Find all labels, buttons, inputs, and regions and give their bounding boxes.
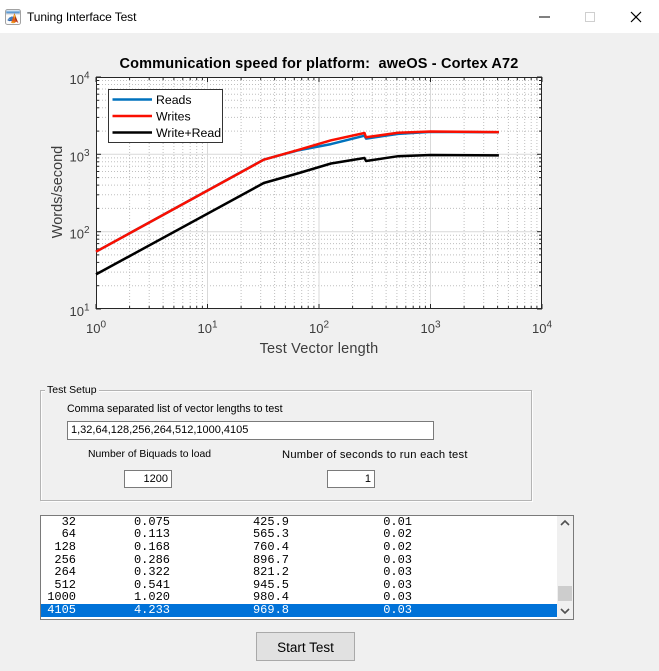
svg-text:103: 103 (420, 320, 440, 337)
svg-text:Reads: Reads (156, 93, 192, 107)
svg-text:103: 103 (69, 148, 89, 165)
svg-text:104: 104 (532, 320, 552, 337)
svg-text:101: 101 (69, 303, 89, 320)
svg-text:102: 102 (69, 225, 89, 242)
svg-text:Write+Read: Write+Read (156, 126, 221, 140)
svg-text:Writes: Writes (156, 110, 191, 124)
svg-text:102: 102 (309, 320, 329, 337)
svg-text:Communication speed for platfo: Communication speed for platform: aweOS … (120, 56, 519, 72)
svg-text:100: 100 (86, 320, 106, 337)
svg-text:101: 101 (197, 320, 217, 337)
svg-text:104: 104 (69, 71, 89, 88)
svg-text:Words/second: Words/second (50, 146, 66, 238)
svg-text:Test Vector length: Test Vector length (260, 341, 379, 357)
